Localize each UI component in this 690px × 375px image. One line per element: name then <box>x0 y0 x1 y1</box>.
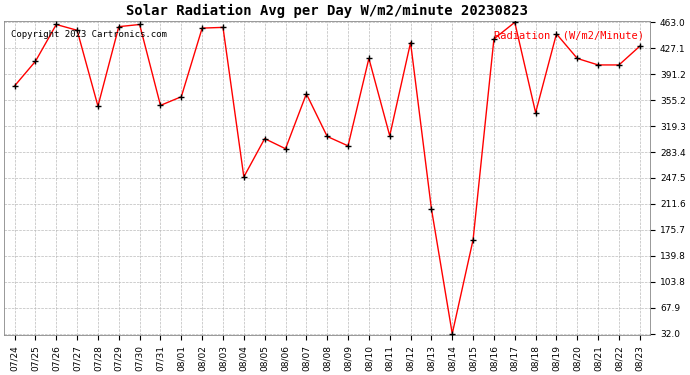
Text: Copyright 2023 Cartronics.com: Copyright 2023 Cartronics.com <box>10 30 166 39</box>
Text: Radiation  (W/m2/Minute): Radiation (W/m2/Minute) <box>494 30 644 40</box>
Title: Solar Radiation Avg per Day W/m2/minute 20230823: Solar Radiation Avg per Day W/m2/minute … <box>126 4 529 18</box>
